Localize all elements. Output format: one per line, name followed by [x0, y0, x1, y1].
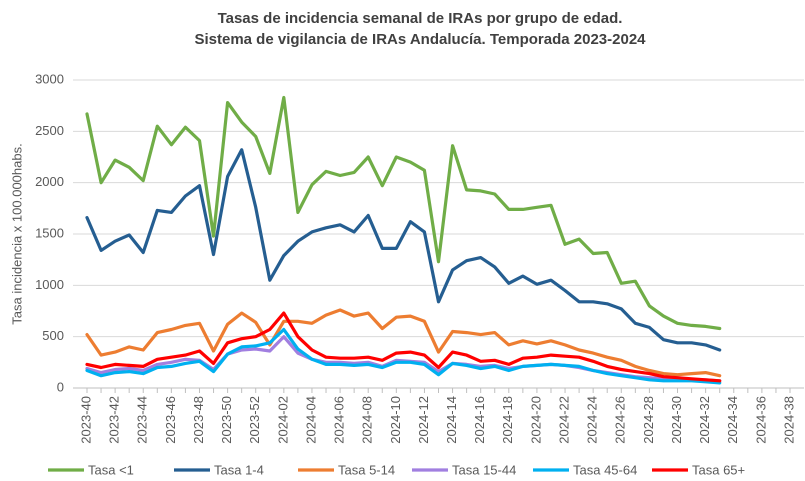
x-tick-label: 2024-10 [388, 396, 403, 444]
legend-label: Tasa 15-44 [452, 462, 516, 477]
x-tick-label: 2024-28 [641, 396, 656, 444]
legend-label: Tasa 1-4 [214, 462, 264, 477]
y-tick-label: 2000 [35, 174, 64, 189]
x-tick-label: 2024-32 [697, 396, 712, 444]
x-tick-label: 2024-12 [416, 396, 431, 444]
y-tick-label: 3000 [35, 71, 64, 86]
chart-subtitle: Sistema de vigilancia de IRAs Andalucía.… [194, 31, 646, 48]
y-tick-label: 1500 [35, 225, 64, 240]
x-tick-label: 2024-08 [360, 396, 375, 444]
series-line [85, 308, 722, 378]
series-line [85, 95, 722, 331]
chart-title: Tasas de incidencia semanal de IRAs por … [218, 10, 623, 27]
x-tick-label: 2024-20 [528, 396, 543, 444]
x-tick-label: 2024-02 [275, 396, 290, 444]
legend-label: Tasa 45-64 [573, 462, 637, 477]
x-tick-label: 2024-16 [472, 396, 487, 444]
x-tick-label: 2023-52 [247, 396, 262, 444]
x-tick-label: 2024-38 [781, 396, 796, 444]
series-line [85, 335, 722, 383]
x-tick-label: 2024-04 [303, 396, 318, 444]
x-tick-label: 2024-22 [556, 396, 571, 444]
x-tick-label: 2024-36 [753, 396, 768, 444]
series-line [85, 148, 722, 352]
x-tick-label: 2023-46 [163, 396, 178, 444]
x-tick-label: 2024-26 [613, 396, 628, 444]
y-tick-label: 500 [42, 328, 64, 343]
series-line [85, 327, 722, 385]
series-line [85, 311, 722, 383]
x-tick-label: 2023-48 [191, 396, 206, 444]
x-tick-label: 2024-06 [332, 396, 347, 444]
y-tick-label: 1000 [35, 277, 64, 292]
legend-label: Tasa <1 [88, 462, 134, 477]
x-tick-label: 2024-34 [725, 396, 740, 444]
y-axis-label: Tasa incidencia x 100.000habs. [9, 143, 24, 324]
legend-label: Tasa 5-14 [338, 462, 395, 477]
x-tick-label: 2023-44 [135, 396, 150, 444]
y-tick-label: 2500 [35, 123, 64, 138]
y-tick-label: 0 [57, 379, 64, 394]
x-tick-label: 2023-40 [78, 396, 93, 444]
x-tick-label: 2023-50 [219, 396, 234, 444]
x-tick-label: 2024-18 [500, 396, 515, 444]
x-tick-label: 2024-14 [444, 396, 459, 444]
x-tick-label: 2023-42 [107, 396, 122, 444]
legend-label: Tasa 65+ [692, 462, 745, 477]
x-tick-label: 2024-24 [585, 396, 600, 444]
x-tick-label: 2024-30 [669, 396, 684, 444]
